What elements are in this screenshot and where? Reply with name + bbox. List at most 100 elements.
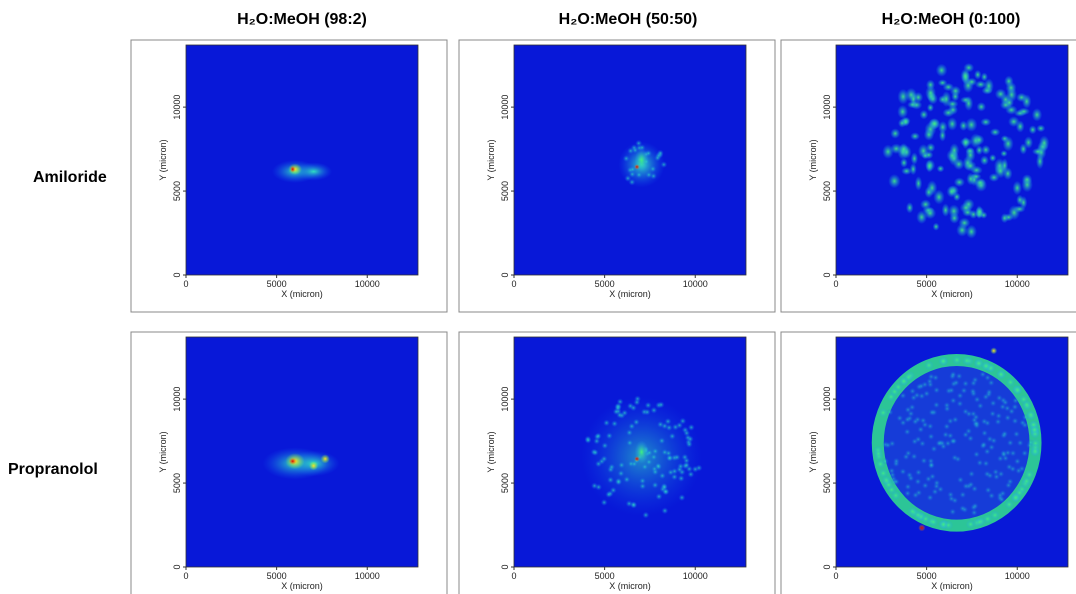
y-tick-label: 10000 <box>822 95 832 120</box>
heat-spot <box>687 470 695 478</box>
heat-spot <box>994 88 1007 100</box>
heat-spot <box>288 457 297 465</box>
heat-spot <box>595 460 602 468</box>
heat-spot <box>1031 108 1043 122</box>
heat-spot <box>1022 400 1032 410</box>
heat-spot <box>967 434 975 442</box>
heat-spot <box>917 426 925 433</box>
heat-spot <box>678 494 686 502</box>
heat-spot <box>973 134 985 146</box>
heat-spot <box>650 406 658 414</box>
heat-spot <box>953 192 961 202</box>
heat-spot <box>900 157 908 168</box>
heat-spot <box>981 361 991 371</box>
heat-spot <box>973 396 981 403</box>
heat-spot <box>964 160 977 172</box>
heat-spot <box>891 490 901 501</box>
heat-spot <box>919 109 929 120</box>
heatmap <box>514 45 746 275</box>
heat-spot <box>987 379 995 387</box>
heat-spot <box>966 77 978 87</box>
heat-spot <box>905 202 914 214</box>
heat-spot <box>995 412 1003 420</box>
heat-spot <box>665 424 673 432</box>
y-tick-label: 5000 <box>172 473 182 493</box>
x-tick-label: 10000 <box>1005 571 1030 581</box>
heat-spot <box>685 440 693 448</box>
heat-spot <box>961 136 970 150</box>
heat-spot <box>947 117 958 131</box>
heat-spot <box>936 165 945 173</box>
heat-spot <box>677 474 685 482</box>
heat-spot <box>623 476 631 483</box>
heat-spot <box>875 459 886 469</box>
heat-spot <box>901 117 910 127</box>
heat-spot <box>965 410 973 418</box>
heat-spot <box>983 514 993 524</box>
heat-spot <box>983 78 994 94</box>
x-tick-label: 10000 <box>1005 279 1030 289</box>
heat-spot <box>630 460 638 468</box>
heat-spot <box>662 488 669 495</box>
heat-spot <box>635 171 643 179</box>
heat-spot <box>628 422 636 430</box>
heat-spot <box>295 162 333 181</box>
plot-border <box>835 44 1069 276</box>
heatmap-background <box>186 45 418 275</box>
heat-spot <box>1019 419 1027 427</box>
heat-spot <box>918 524 926 532</box>
heat-spot <box>982 393 990 401</box>
heat-spot <box>976 402 984 410</box>
heat-spot <box>926 494 934 502</box>
heat-spot <box>601 442 609 450</box>
row-label: Propranolol <box>8 461 98 478</box>
heat-spot <box>1001 399 1009 406</box>
x-axis-label: X (micron) <box>281 581 323 591</box>
heat-spot <box>1000 150 1008 158</box>
heat-spot <box>593 437 601 445</box>
heat-spot <box>910 453 918 460</box>
heat-spot <box>1021 174 1033 186</box>
y-tick-label: 5000 <box>822 473 832 493</box>
y-axis-label: Y (micron) <box>808 431 818 472</box>
heat-spot <box>643 408 651 416</box>
heat-spot <box>660 161 668 169</box>
heat-spot <box>996 369 1006 379</box>
heat-spot <box>654 154 662 162</box>
heat-spot <box>625 429 633 437</box>
heat-spot <box>949 371 957 378</box>
heat-spot <box>634 456 640 462</box>
heat-spot <box>901 167 912 176</box>
y-tick-label: 0 <box>172 564 182 569</box>
heat-spot <box>639 477 647 485</box>
heat-spot <box>672 423 679 431</box>
heat-spot <box>685 465 693 473</box>
heat-spot <box>984 486 992 494</box>
heat-spot <box>920 457 928 465</box>
heat-spot <box>615 478 623 486</box>
x-tick-label: 0 <box>511 279 516 289</box>
heat-spot <box>1009 449 1017 457</box>
heat-spot <box>935 63 948 77</box>
x-tick-label: 0 <box>183 279 188 289</box>
heat-spot <box>932 401 940 409</box>
heat-spot <box>910 394 918 402</box>
heat-spot <box>1012 397 1020 405</box>
heat-spot <box>943 520 954 530</box>
heat-spot <box>965 147 975 155</box>
heat-spot <box>998 496 1006 503</box>
heat-spot <box>650 453 658 461</box>
heat-spot <box>651 481 659 489</box>
heat-spot <box>943 423 951 430</box>
heat-spot <box>979 370 987 378</box>
heat-spot <box>1006 478 1014 486</box>
heat-spot <box>666 454 674 462</box>
heat-spot <box>985 388 993 396</box>
heat-spot <box>964 95 974 112</box>
heat-spot <box>657 401 665 409</box>
heat-spot <box>656 421 664 428</box>
x-axis-label: X (micron) <box>609 289 651 299</box>
heat-spot <box>941 91 952 107</box>
heat-spot <box>928 517 939 527</box>
heat-spot <box>1030 446 1040 456</box>
